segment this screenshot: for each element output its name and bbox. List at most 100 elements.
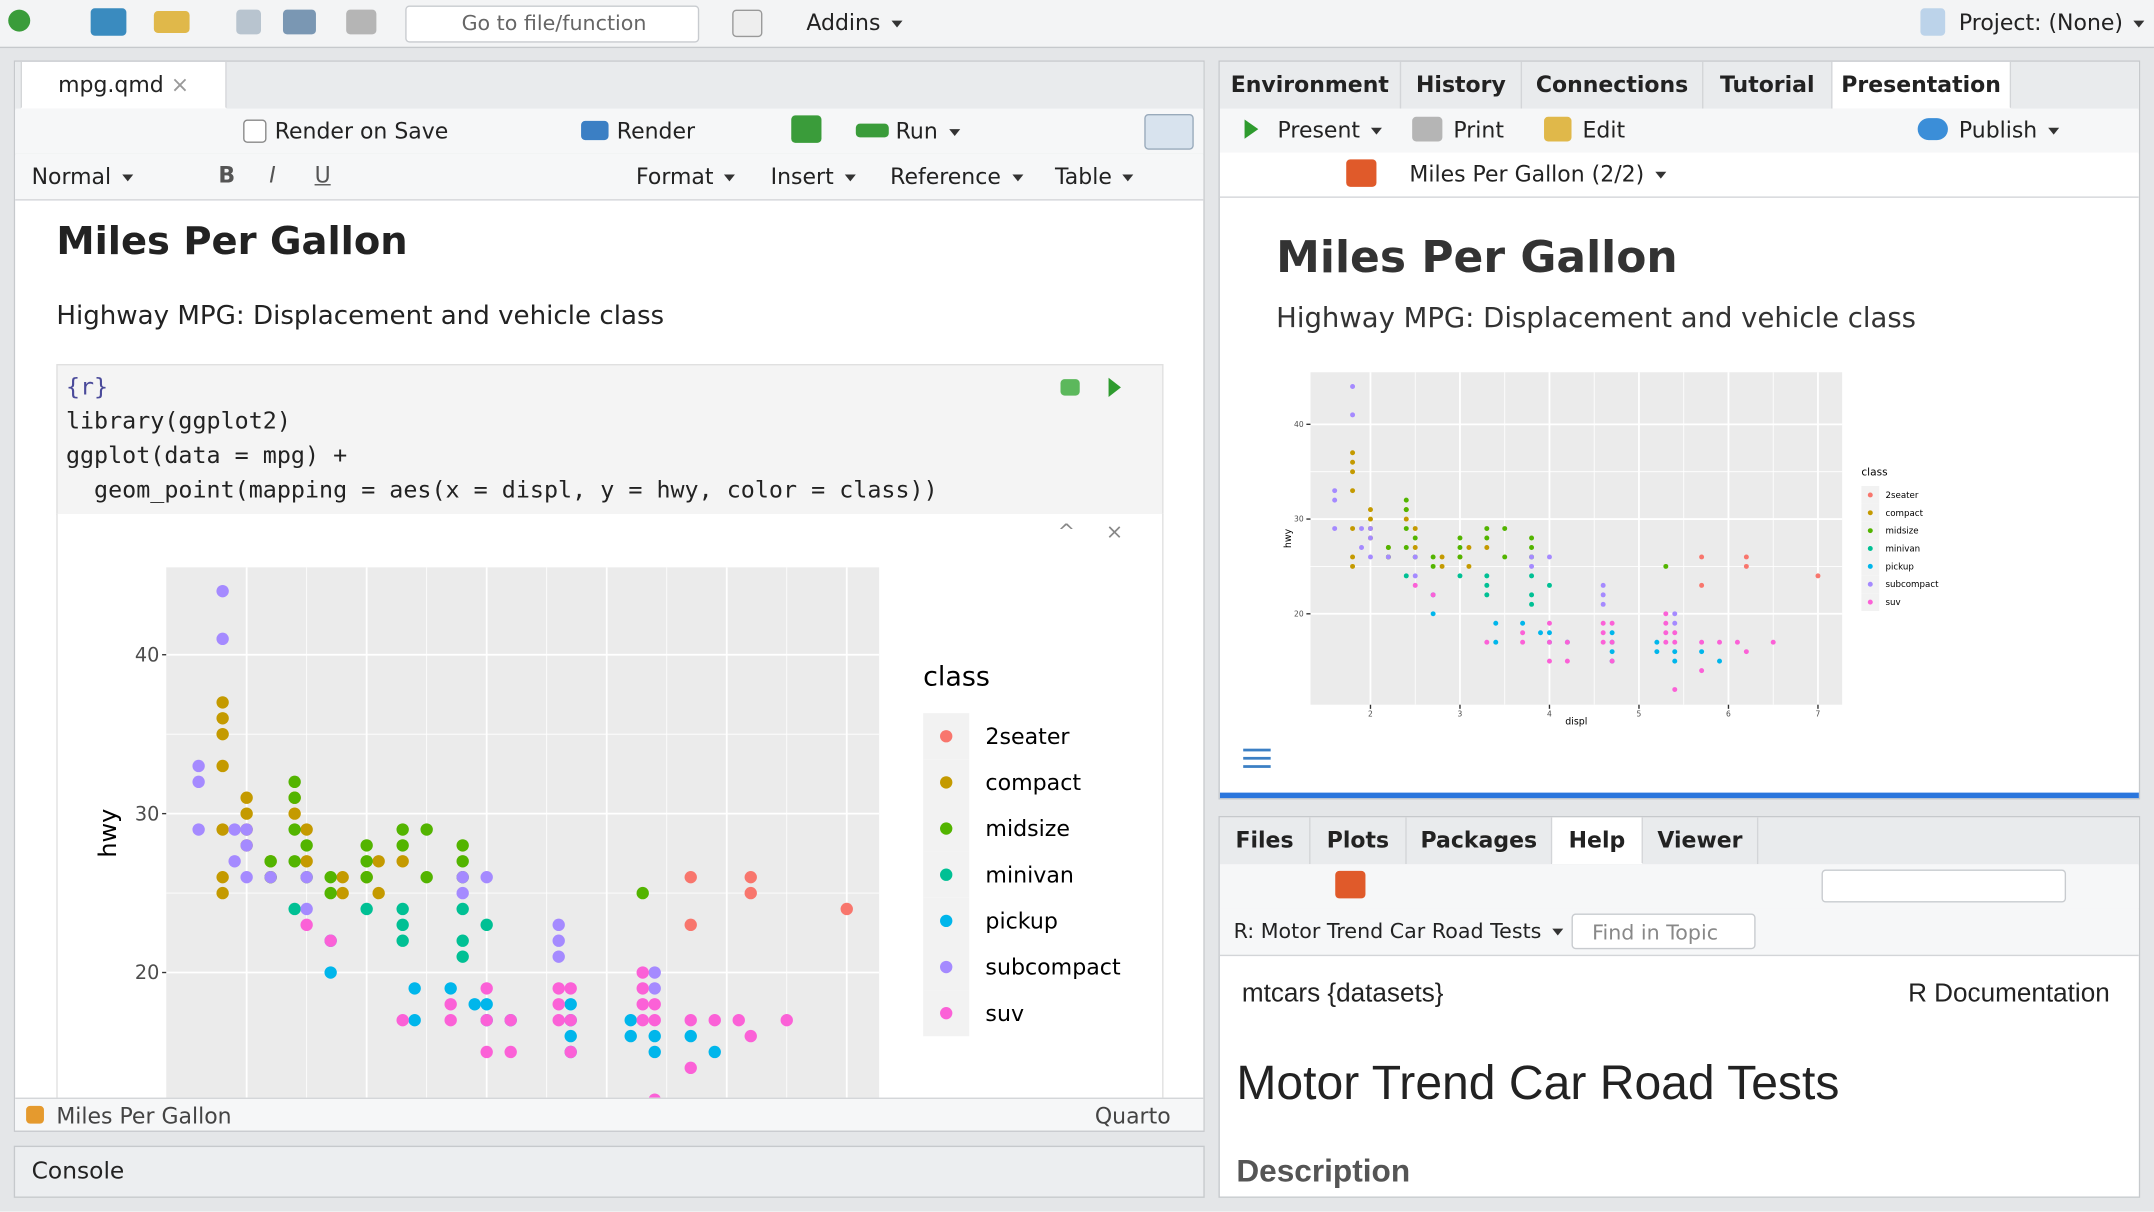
legend-label: minivan [985,862,1073,888]
slide-menu-button[interactable] [1243,749,1270,752]
point [240,839,252,851]
insert-menu[interactable]: Insert [771,163,856,189]
run-chunk-button[interactable] [1109,378,1131,397]
slide-menu[interactable]: Miles Per Gallon (2/2) [1409,161,1666,187]
point [360,903,372,915]
code-line: geom_point(mapping = aes(x = displ, y = … [66,477,938,504]
point [565,982,577,994]
status-bar: Miles Per Gallon Quarto [15,1098,1203,1132]
point [1601,602,1606,607]
help-search[interactable] [1822,870,2067,903]
open-button[interactable] [154,11,190,33]
point [1699,583,1704,588]
clear-output-button[interactable]: × [1106,519,1123,544]
addins-menu[interactable]: Addins [806,10,902,36]
bold-button[interactable]: B [218,162,235,188]
tab[interactable]: Plots [1311,817,1407,864]
italic-button[interactable]: I [269,162,275,188]
doc-title: Motor Trend Car Road Tests [1236,1056,1839,1111]
tab[interactable]: Viewer [1643,817,1758,864]
file-tab[interactable]: mpg.qmd × [21,62,227,109]
doc-type: R Documentation [1908,979,2110,1009]
edit-button[interactable]: Edit [1583,117,1626,143]
insert-chunk-button[interactable] [791,115,821,142]
help-tabs: Files Plots Packages Help Viewer [1220,817,2139,865]
point [1484,583,1489,588]
reference-menu[interactable]: Reference [890,163,1023,189]
console-title[interactable]: Console [32,1158,125,1185]
tab[interactable]: Environment [1220,62,1401,109]
collapse-output-button[interactable]: ^ [1058,519,1075,544]
print-button[interactable] [346,10,376,35]
point [1547,640,1552,645]
point [1672,687,1677,692]
tab[interactable]: Tutorial [1703,62,1832,109]
y-tick-label: 40 [1294,420,1304,429]
tab[interactable]: Help [1552,817,1643,864]
point [781,1014,793,1026]
point [396,839,408,851]
project-menu[interactable]: Project: (None) [1959,10,2145,36]
point [637,998,649,1010]
point [1350,384,1355,389]
table-menu[interactable]: Table [1055,163,1134,189]
point [240,823,252,835]
point [1350,450,1355,455]
render-button[interactable]: Render [617,118,695,144]
new-file-button[interactable] [8,10,30,32]
underline-button[interactable]: U [315,162,331,188]
point [1359,545,1364,550]
tab[interactable]: Files [1220,817,1311,864]
tab[interactable]: Connections [1522,62,1703,109]
print-button[interactable]: Print [1453,117,1504,143]
point [300,903,312,915]
layout-button[interactable] [732,10,762,37]
run-above-button[interactable] [1060,379,1079,395]
y-tick-label: 20 [1294,609,1304,618]
point [300,839,312,851]
style-menu[interactable]: Normal [32,163,134,189]
tab[interactable]: Presentation [1833,62,2012,109]
point [1672,630,1677,635]
new-project-button[interactable] [91,8,127,35]
point [745,871,757,883]
render-on-save-checkbox[interactable] [243,120,266,143]
go-to-file-input[interactable]: Go to file/function [405,5,699,42]
save-button[interactable] [236,10,261,35]
save-all-button[interactable] [283,10,316,35]
code-chunk: {r} library(ggplot2) ggplot(data = mpg) … [56,364,1163,515]
home-button[interactable] [1335,871,1365,898]
doc-type-label[interactable]: Quarto [1095,1103,1171,1129]
section-label[interactable]: Miles Per Gallon [56,1103,231,1129]
find-in-topic[interactable]: Find in Topic [1572,914,1756,950]
point [685,1014,697,1026]
run-icon [856,124,889,138]
point [1502,526,1507,531]
point [1610,621,1615,626]
point [1663,564,1668,569]
point [1484,640,1489,645]
point [456,871,468,883]
slide-subtitle: Highway MPG: Displacement and vehicle cl… [1276,301,1916,334]
point [709,1014,721,1026]
visual-mode-toggle[interactable] [1144,114,1193,150]
point [1699,640,1704,645]
slide-plot: 234567203040hwydisplclass2seatercompactm… [1279,365,1952,739]
legend-label: midsize [1885,527,1918,537]
point [1717,659,1722,664]
y-axis-label: hwy [94,809,122,858]
point [228,855,240,867]
point [649,1014,661,1026]
point [565,1046,577,1058]
point [1663,630,1668,635]
tab[interactable]: History [1401,62,1522,109]
topic-menu[interactable]: R: Motor Trend Car Road Tests [1234,919,1564,944]
present-button[interactable]: Present [1278,117,1382,143]
point [1529,602,1534,607]
tab[interactable]: Packages [1407,817,1553,864]
format-menu[interactable]: Format [636,163,735,189]
publish-button[interactable]: Publish [1959,117,2059,143]
home-button[interactable] [1346,159,1376,186]
run-button[interactable]: Run [896,118,960,144]
point [1547,583,1552,588]
